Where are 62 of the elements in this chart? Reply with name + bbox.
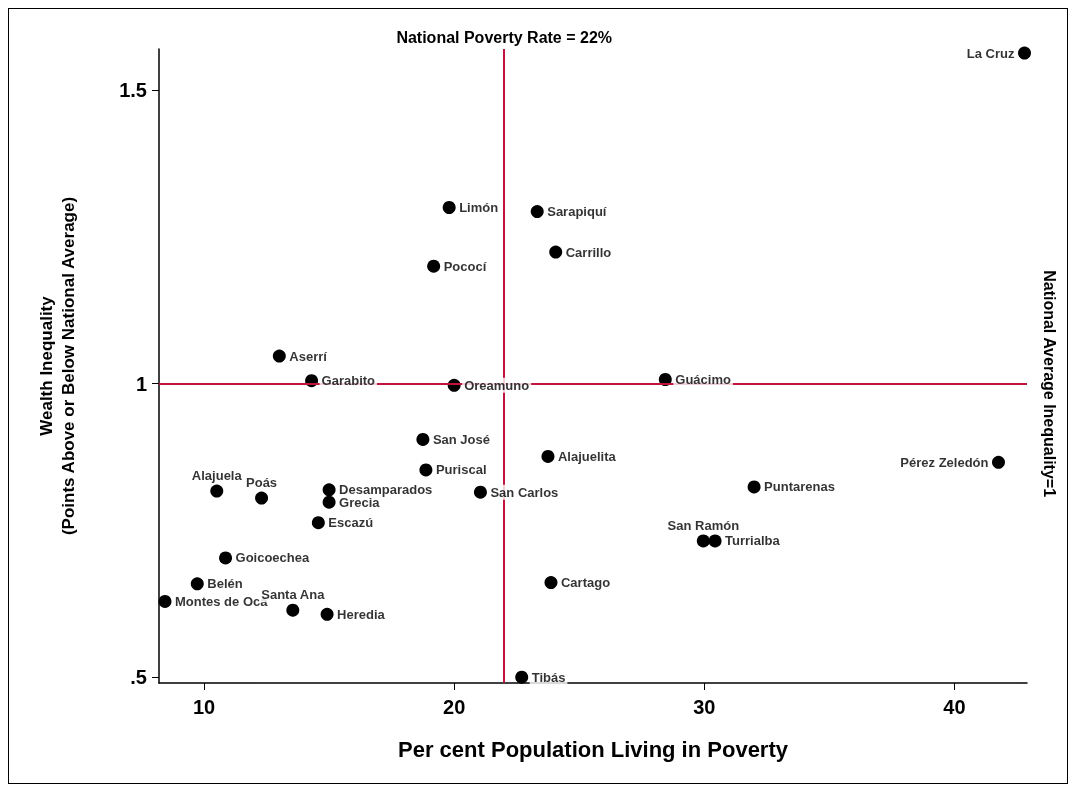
annotation: San Ramón (667, 517, 740, 533)
point (158, 594, 172, 608)
annotation: Belén (207, 576, 243, 592)
point (544, 576, 558, 590)
annotation: Puriscal (435, 462, 487, 478)
point (419, 463, 433, 477)
point (286, 603, 300, 617)
annotation: Tibás (531, 669, 566, 685)
annotation: Oreamuno (464, 377, 530, 393)
annotation: Sarapiquí (547, 204, 607, 220)
point (322, 483, 336, 497)
point (442, 201, 456, 214)
annotation: Carrillo (565, 244, 612, 260)
y-tick-label: .5 (130, 666, 147, 689)
point (322, 495, 336, 509)
point (272, 349, 286, 363)
point (311, 516, 325, 530)
annotation: Escazú (328, 515, 374, 531)
x-tick-label: 20 (443, 696, 466, 718)
point (992, 455, 1005, 469)
point (255, 491, 269, 505)
annotation: Alajuelita (557, 448, 617, 464)
point (708, 534, 722, 548)
point (549, 245, 563, 259)
annotation: Aserrí (289, 348, 328, 364)
point (320, 607, 334, 621)
point (515, 670, 529, 684)
point (747, 480, 761, 494)
point (427, 259, 441, 273)
point (530, 205, 544, 219)
y-tick-label: 1 (135, 372, 147, 395)
x-tick-label: 10 (192, 696, 216, 718)
ref-line-label: National Poverty Rate = 22% (396, 28, 613, 46)
y-axis-title: Wealth Inequality (Points Above or Below National Average) (36, 196, 78, 536)
annotation: San José (432, 431, 490, 447)
point (210, 484, 224, 498)
annotation: Limón (459, 200, 499, 215)
annotation: Heredia (337, 606, 386, 622)
annotation: San Carlos (490, 484, 559, 500)
y-tick-label: 1.5 (119, 79, 147, 102)
point (416, 432, 430, 446)
annotation: Puntarenas (764, 479, 835, 495)
annotation: Garabito (321, 373, 376, 389)
point (219, 551, 233, 565)
point (1018, 46, 1031, 60)
annotation: La Cruz (966, 45, 1015, 61)
x-tick-label: 30 (693, 696, 716, 718)
point (190, 577, 204, 591)
annotation: Pérez Zeledón (900, 454, 989, 470)
annotation: Goicoechea (235, 550, 310, 566)
x-axis-title: Per cent Population Living in Poverty (398, 736, 789, 762)
annotation: Pococí (443, 258, 487, 274)
point (541, 449, 555, 463)
annotation: Poás (246, 475, 278, 491)
ref-line-label: National Average Inequality=1 (1040, 270, 1058, 498)
annotation: Guácimo (675, 372, 731, 387)
point (696, 534, 710, 548)
annotation: Turrialba (725, 533, 781, 549)
x-tick-label: 40 (943, 696, 966, 718)
point (473, 485, 487, 499)
annotation: Alajuela (191, 468, 243, 484)
annotation: Cartago (560, 575, 611, 591)
